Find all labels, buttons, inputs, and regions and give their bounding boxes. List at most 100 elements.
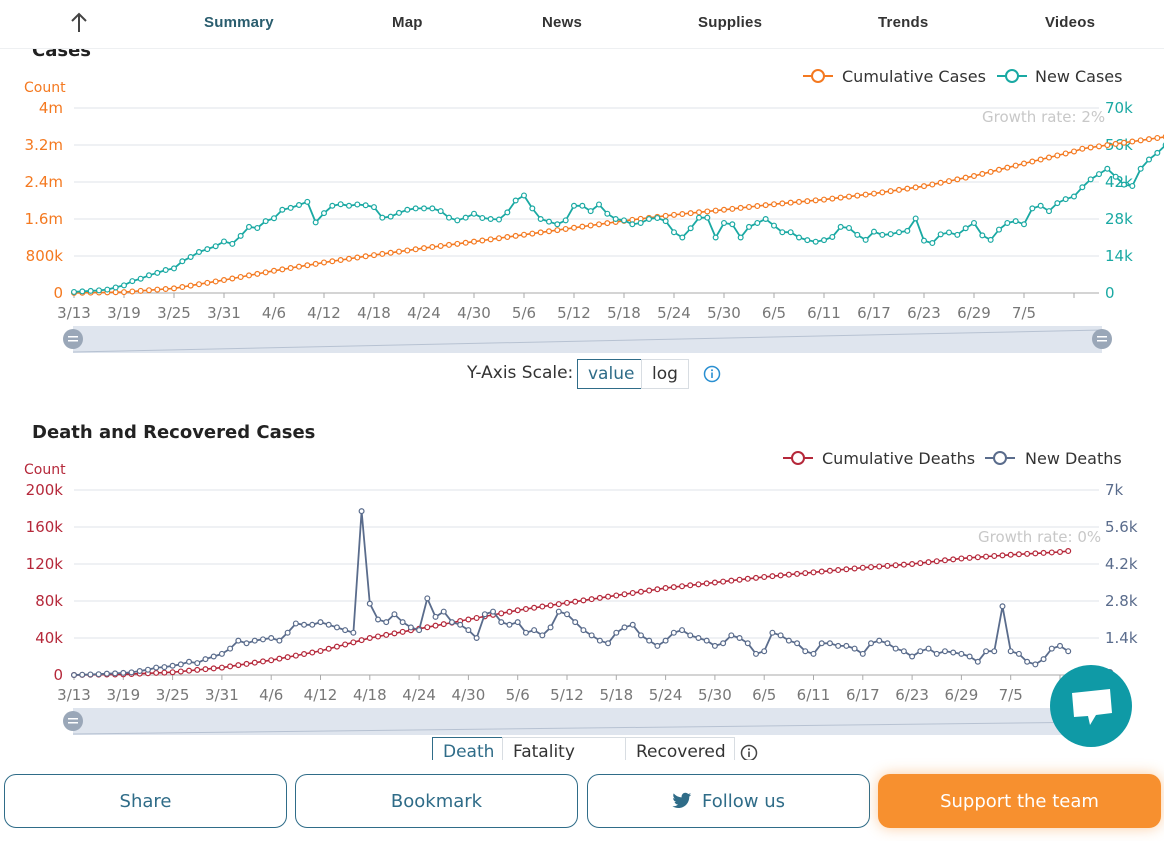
data-point-new[interactable] [843, 642, 850, 649]
data-point-new[interactable] [933, 650, 940, 657]
data-point-new[interactable] [679, 234, 686, 241]
data-point-cumulative[interactable] [851, 565, 858, 572]
data-point-cumulative[interactable] [465, 616, 472, 623]
data-point-cumulative[interactable] [317, 647, 324, 654]
data-point-cumulative[interactable] [884, 562, 891, 569]
data-point-cumulative[interactable] [529, 230, 536, 237]
data-point-cumulative[interactable] [1040, 549, 1047, 556]
data-point-new[interactable] [404, 206, 411, 213]
data-point-new[interactable] [254, 224, 261, 231]
data-point-new[interactable] [620, 217, 627, 224]
data-point-new[interactable] [884, 640, 891, 647]
tab-supplies[interactable]: Supplies [698, 14, 763, 31]
data-point-cumulative[interactable] [879, 189, 886, 196]
data-point-cumulative[interactable] [787, 199, 794, 206]
data-point-new[interactable] [810, 650, 817, 657]
data-point-new[interactable] [646, 637, 653, 644]
data-point-new[interactable] [826, 640, 833, 647]
cases-zoom-slider[interactable] [63, 326, 1112, 353]
data-point-new[interactable] [645, 216, 652, 223]
data-point-cumulative[interactable] [1154, 134, 1161, 141]
data-point-cumulative[interactable] [728, 577, 735, 584]
data-point-new[interactable] [227, 645, 234, 652]
data-point-new[interactable] [1112, 173, 1119, 180]
data-point-new[interactable] [802, 648, 809, 655]
chat-button[interactable] [1050, 665, 1132, 747]
data-point-cumulative[interactable] [254, 270, 261, 277]
data-point-new[interactable] [87, 287, 94, 294]
data-point-cumulative[interactable] [736, 576, 743, 583]
data-point-new[interactable] [605, 640, 612, 647]
data-point-cumulative[interactable] [387, 249, 394, 256]
data-point-cumulative[interactable] [547, 602, 554, 609]
data-point-cumulative[interactable] [779, 200, 786, 207]
data-point-cumulative[interactable] [670, 211, 677, 218]
data-point-new[interactable] [129, 278, 136, 285]
data-point-new[interactable] [137, 275, 144, 282]
data-point-new[interactable] [407, 624, 414, 631]
data-point-cumulative[interactable] [720, 206, 727, 213]
data-point-new[interactable] [304, 198, 311, 205]
data-point-new[interactable] [862, 236, 869, 243]
data-point-cumulative[interactable] [309, 649, 316, 656]
data-point-new[interactable] [186, 658, 193, 665]
data-point-new[interactable] [120, 282, 127, 289]
data-point-cumulative[interactable] [812, 197, 819, 204]
data-point-new[interactable] [498, 619, 505, 626]
data-point-new[interactable] [454, 217, 461, 224]
data-point-cumulative[interactable] [325, 645, 332, 652]
data-point-new[interactable] [70, 672, 77, 679]
data-point-cumulative[interactable] [843, 566, 850, 573]
data-point-new[interactable] [1154, 149, 1161, 156]
data-point-cumulative[interactable] [1004, 164, 1011, 171]
data-point-cumulative[interactable] [312, 260, 319, 267]
data-point-cumulative[interactable] [237, 273, 244, 280]
data-point-new[interactable] [554, 221, 561, 228]
data-point-cumulative[interactable] [580, 597, 587, 604]
data-point-new[interactable] [366, 600, 373, 607]
data-point-new[interactable] [473, 635, 480, 642]
data-point-cumulative[interactable] [562, 225, 569, 232]
data-point-new[interactable] [161, 664, 168, 671]
data-point-new[interactable] [259, 636, 266, 643]
data-point-cumulative[interactable] [1012, 162, 1019, 169]
data-point-new[interactable] [465, 627, 472, 634]
data-point-cumulative[interactable] [522, 606, 529, 613]
data-point-new[interactable] [1070, 193, 1077, 200]
data-point-cumulative[interactable] [1024, 550, 1031, 557]
data-point-cumulative[interactable] [950, 556, 957, 563]
data-point-cumulative[interactable] [137, 287, 144, 294]
data-point-cumulative[interactable] [1145, 136, 1152, 143]
data-point-cumulative[interactable] [945, 178, 952, 185]
data-point-new[interactable] [912, 215, 919, 222]
data-point-cumulative[interactable] [966, 554, 973, 561]
data-point-cumulative[interactable] [1065, 548, 1072, 555]
data-point-cumulative[interactable] [695, 581, 702, 588]
data-point-new[interactable] [539, 632, 546, 639]
data-point-new[interactable] [421, 205, 428, 212]
data-point-cumulative[interactable] [604, 220, 611, 227]
data-point-cumulative[interactable] [383, 631, 390, 638]
data-point-new[interactable] [983, 648, 990, 655]
data-point-cumulative[interactable] [983, 553, 990, 560]
data-point-new[interactable] [196, 249, 203, 256]
data-point-cumulative[interactable] [970, 172, 977, 179]
data-point-cumulative[interactable] [227, 663, 234, 670]
data-point-new[interactable] [212, 243, 219, 250]
data-point-new[interactable] [371, 204, 378, 211]
data-point-cumulative[interactable] [752, 574, 759, 581]
data-point-cumulative[interactable] [570, 224, 577, 231]
data-point-new[interactable] [870, 228, 877, 235]
data-point-new[interactable] [531, 627, 538, 634]
data-point-new[interactable] [1020, 221, 1027, 228]
data-point-new[interactable] [954, 231, 961, 238]
data-point-new[interactable] [662, 218, 669, 225]
data-point-new[interactable] [243, 640, 250, 647]
data-point-cumulative[interactable] [958, 555, 965, 562]
data-point-new[interactable] [1087, 176, 1094, 183]
data-point-cumulative[interactable] [595, 221, 602, 228]
data-point-cumulative[interactable] [1112, 140, 1119, 147]
data-point-cumulative[interactable] [177, 668, 184, 675]
data-point-cumulative[interactable] [941, 557, 948, 564]
data-point-new[interactable] [904, 227, 911, 234]
